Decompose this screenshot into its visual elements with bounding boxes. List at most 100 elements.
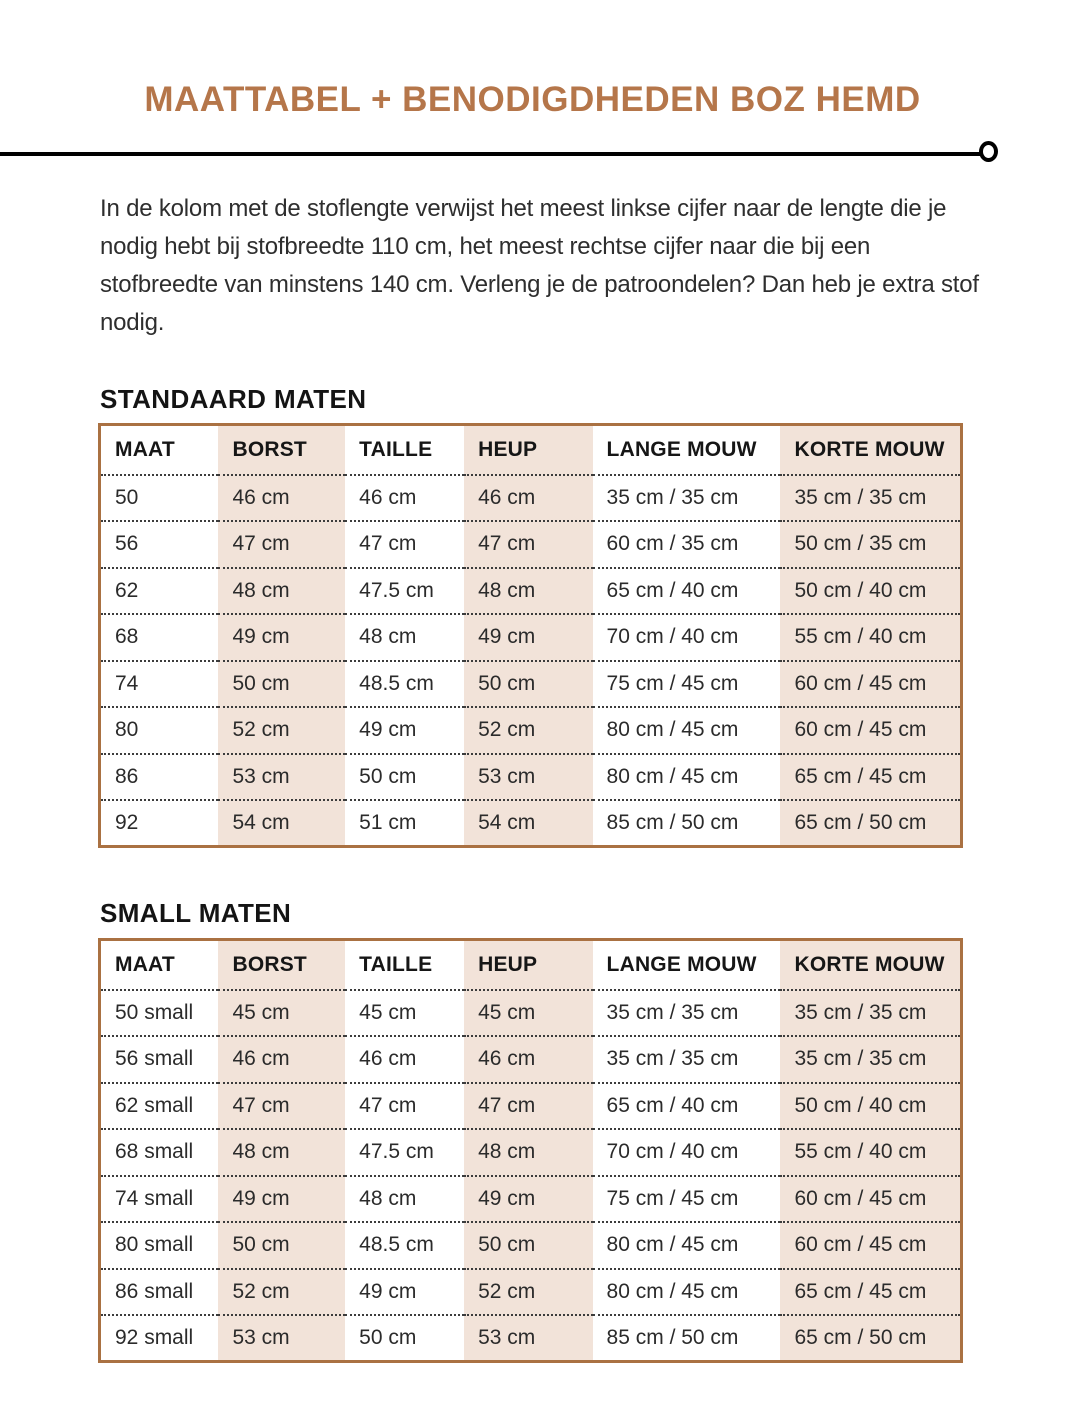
table-row: 56 small 46 cm 46 cm 46 cm 35 cm / 35 cm 35 c…	[99, 1035, 962, 1083]
table-cell: 48.5 cm	[345, 659, 465, 707]
table-cell: 56	[99, 520, 219, 568]
table-cell: 70 cm / 40 cm	[592, 1128, 781, 1176]
table-row: 56 47 cm 47 cm 47 cm 60 cm / 35 cm 50 cm / 35…	[99, 520, 962, 568]
column-header-lange-mouw: LANGE MOUW	[606, 952, 757, 976]
column-header-borst: BORST	[218, 424, 346, 475]
table-cell: 92	[99, 799, 219, 847]
table-cell: 48 cm	[464, 566, 593, 614]
table-cell: 47.5 cm	[345, 1128, 465, 1176]
table-cell: 46 cm	[345, 1035, 465, 1083]
table-cell: 47 cm	[464, 1081, 593, 1129]
column-header-heup: HEUP	[464, 939, 593, 990]
table-cell: 35 cm / 35 cm	[780, 988, 962, 1036]
table-cell: 68	[99, 613, 219, 661]
table-cell: 50 cm / 35 cm	[780, 520, 962, 568]
column-header-korte-mouw: KORTE MOUW	[780, 939, 962, 990]
table-cell: 45 cm	[218, 988, 346, 1036]
section-title-standard-maten: STANDAARD MATEN	[100, 384, 367, 414]
table-cell: 50	[99, 473, 219, 521]
intro-paragraph: In de kolom met de stoflengte verwijst h…	[100, 195, 979, 336]
column-header-korte-mouw: KORTE MOUW	[780, 424, 962, 475]
table-cell: 50 cm	[464, 1221, 593, 1269]
table-cell: 52 cm	[218, 706, 346, 754]
table-cell: 50 cm	[345, 1314, 465, 1362]
table-cell: 60 cm / 45 cm	[780, 1174, 962, 1222]
column-header-borst: BORST	[218, 939, 346, 990]
table-cell: 50 cm	[464, 659, 593, 707]
table-cell: 70 cm / 40 cm	[592, 613, 781, 661]
table-cell: 74	[99, 659, 219, 707]
table-cell: 47 cm	[464, 520, 593, 568]
table-cell: 48 cm	[345, 1174, 465, 1222]
table-cell: 47.5 cm	[345, 566, 465, 614]
table-cell: 65 cm / 40 cm	[592, 566, 781, 614]
table-cell: 53 cm	[464, 752, 593, 800]
table-cell: 55 cm / 40 cm	[780, 613, 962, 661]
table-row: 50 46 cm 46 cm 46 cm 35 cm / 35 cm 35 cm / 35…	[99, 473, 962, 521]
table-cell: 45 cm	[345, 988, 465, 1036]
table-cell: 75 cm / 45 cm	[592, 659, 781, 707]
table-cell: 92 small	[99, 1314, 219, 1362]
table-cell: 53 cm	[464, 1314, 593, 1362]
table-cell: 65 cm / 50 cm	[780, 1314, 962, 1362]
table-cell: 52 cm	[464, 706, 593, 754]
table-cell: 86 small	[99, 1267, 219, 1315]
table-cell: 49 cm	[464, 1174, 593, 1222]
section-title-small-maten: SMALL MATEN	[100, 898, 292, 928]
table-cell: 50 cm	[218, 659, 346, 707]
table-cell: 62	[99, 566, 219, 614]
table-cell: 35 cm / 35 cm	[780, 1035, 962, 1083]
table-row: 80 small 50 cm 48.5 cm 50 cm 80 cm / 45 cm 60…	[99, 1221, 962, 1269]
table-cell: 80 cm / 45 cm	[592, 752, 781, 800]
table-cell: 80 cm / 45 cm	[592, 1221, 781, 1269]
table-cell: 55 cm / 40 cm	[780, 1128, 962, 1176]
table-cell: 80 cm / 45 cm	[592, 706, 781, 754]
table-cell: 62 small	[99, 1081, 219, 1129]
table-row: 62 48 cm 47.5 cm 48 cm 65 cm / 40 cm 50 cm / …	[99, 566, 962, 614]
table-cell: 50 cm / 40 cm	[780, 566, 962, 614]
table-cell: 75 cm / 45 cm	[592, 1174, 781, 1222]
table-cell: 48 cm	[464, 1128, 593, 1176]
table-cell: 46 cm	[464, 1035, 593, 1083]
table-cell: 52 cm	[464, 1267, 593, 1315]
column-header-maat: MAAT	[115, 437, 175, 461]
table-row: 68 small 48 cm 47.5 cm 48 cm 70 cm / 40 cm 55…	[99, 1128, 962, 1176]
table-cell: 80	[99, 706, 219, 754]
header-row: MAAT BORST TAILLE HEUP LANGE MOUW KORTE MOUW	[100, 939, 962, 990]
column-header-lange-mouw: LANGE MOUW	[606, 437, 757, 461]
table-cell: 60 cm / 45 cm	[780, 659, 962, 707]
table-cell: 49 cm	[345, 706, 465, 754]
table-cell: 51 cm	[345, 799, 465, 847]
table-cell: 46 cm	[464, 473, 593, 521]
table-cell: 85 cm / 50 cm	[592, 1314, 781, 1362]
table-cell: 65 cm / 40 cm	[592, 1081, 781, 1129]
table-row: 50 small 45 cm 45 cm 45 cm 35 cm / 35 cm 35 c…	[99, 988, 962, 1036]
table-cell: 65 cm / 45 cm	[780, 752, 962, 800]
table-cell: 46 cm	[218, 1035, 346, 1083]
table-cell: 54 cm	[218, 799, 346, 847]
table-cell: 50 cm / 40 cm	[780, 1081, 962, 1129]
table-cell: 35 cm / 35 cm	[592, 988, 781, 1036]
table-cell: 65 cm / 50 cm	[780, 799, 962, 847]
column-header-heup: HEUP	[464, 424, 593, 475]
ring-icon	[979, 141, 998, 162]
table-cell: 74 small	[99, 1174, 219, 1222]
table-cell: 60 cm / 35 cm	[592, 520, 781, 568]
table-cell: 47 cm	[345, 520, 465, 568]
table-cell: 46 cm	[218, 473, 346, 521]
table-cell: 47 cm	[218, 520, 346, 568]
table-row: 86 53 cm 50 cm 53 cm 80 cm / 45 cm 65 cm / 45…	[99, 752, 962, 800]
table-cell: 86	[99, 752, 219, 800]
table-cell: 45 cm	[464, 988, 593, 1036]
table-row: 92 small 53 cm 50 cm 53 cm 85 cm / 50 cm 65 c…	[99, 1314, 962, 1362]
table-cell: 35 cm / 35 cm	[780, 473, 962, 521]
table-cell: 60 cm / 45 cm	[780, 706, 962, 754]
table-cell: 53 cm	[218, 1314, 346, 1362]
table-cell: 48 cm	[218, 566, 346, 614]
table-row: 80 52 cm 49 cm 52 cm 80 cm / 45 cm 60 cm / 45…	[99, 706, 962, 754]
table-cell: 53 cm	[218, 752, 346, 800]
table-cell: 68 small	[99, 1128, 219, 1176]
table-cell: 47 cm	[218, 1081, 346, 1129]
table-cell: 35 cm / 35 cm	[592, 1035, 781, 1083]
table-cell: 56 small	[99, 1035, 219, 1083]
